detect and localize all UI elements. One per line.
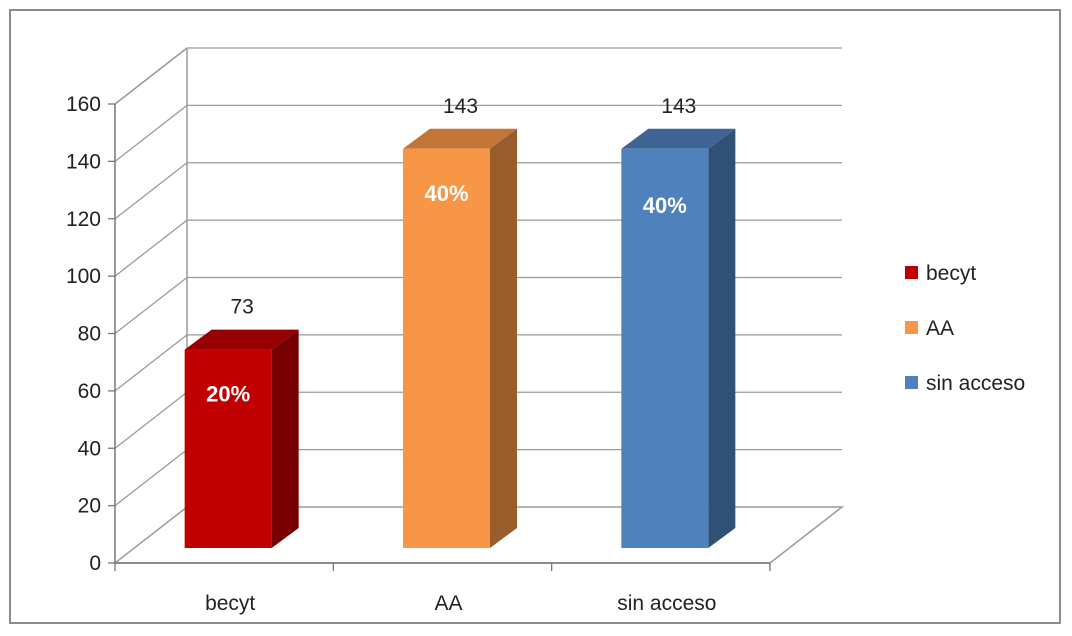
y-tick-label: 120 [66, 208, 101, 231]
y-tick-label: 0 [89, 552, 101, 575]
y-tick-label: 20 [78, 495, 101, 518]
legend-label: becyt [926, 262, 976, 285]
data-label-percent: 20% [206, 382, 250, 407]
data-label-value: 143 [443, 95, 478, 118]
bar-side-AA [490, 128, 517, 549]
bars: 73 20% 143 40% 143 40% [184, 95, 736, 549]
gridline-side-100 [114, 219, 188, 277]
legend-swatch-sin acceso [905, 376, 918, 389]
bar-top-AA [403, 128, 517, 149]
gridline-side-80 [114, 276, 188, 335]
legend-swatch-AA [905, 321, 918, 334]
data-label-value: 143 [661, 95, 696, 118]
x-tick-label: sin acceso [617, 592, 716, 615]
bar-top-becyt [184, 329, 299, 350]
axes [108, 103, 771, 571]
bar-sin acceso [621, 148, 709, 549]
legend: becyt AA sin acceso [905, 262, 1025, 395]
gridline-side-40 [114, 391, 188, 449]
bar-top-sin acceso [621, 128, 736, 149]
data-label-value: 73 [230, 296, 253, 319]
x-tick-label: becyt [205, 592, 255, 615]
legend-label: sin acceso [926, 372, 1025, 395]
y-tick-label: 100 [66, 265, 101, 288]
bar-AA [403, 148, 490, 549]
gridline-side-140 [114, 104, 188, 162]
legend-swatch-becyt [905, 266, 918, 279]
gridline-side-160 [114, 47, 188, 105]
data-label-percent: 40% [424, 181, 468, 206]
y-tick-label: 40 [78, 437, 101, 460]
gridline-side-120 [114, 162, 188, 220]
gridline-side-20 [114, 449, 188, 507]
y-tick-label: 60 [78, 380, 101, 403]
data-label-percent: 40% [643, 193, 687, 218]
bar-side-becyt [271, 329, 299, 548]
x-tick-label: AA [434, 592, 462, 615]
chart-frame [9, 9, 1061, 624]
bar-side-sin acceso [708, 128, 736, 549]
y-tick-label: 140 [66, 150, 101, 173]
y-tick-label: 80 [78, 323, 101, 346]
y-tick-labels: 0 20 40 60 80 100 120 140 160 [66, 93, 101, 575]
legend-label: AA [926, 317, 954, 340]
y-tick-label: 160 [66, 93, 101, 116]
x-tick-labels: becyt AA sin acceso [205, 592, 716, 615]
bar-becyt [184, 349, 272, 548]
gridline-side-60 [114, 334, 188, 392]
